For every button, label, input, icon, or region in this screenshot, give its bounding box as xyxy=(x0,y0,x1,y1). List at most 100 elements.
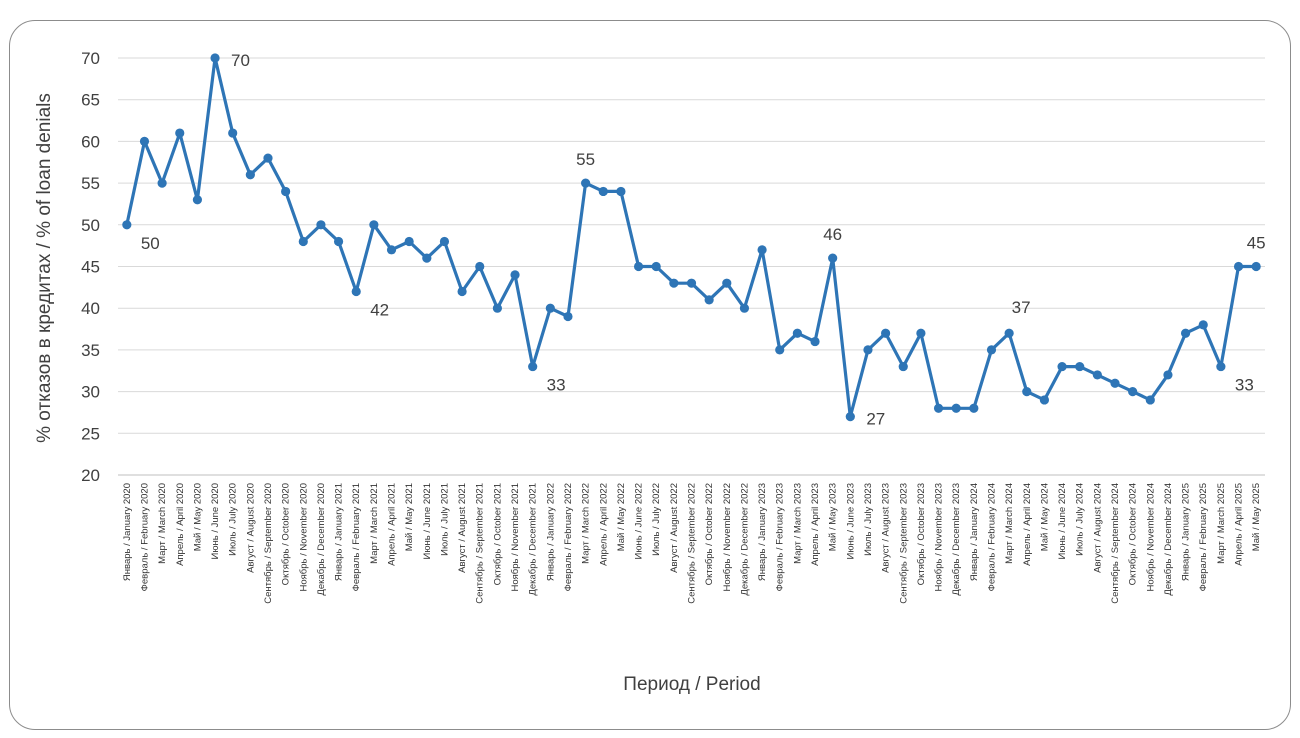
x-tick-label: Январь / January 2021 xyxy=(334,483,345,581)
data-label: 42 xyxy=(370,301,389,320)
series-points xyxy=(122,53,1261,422)
x-tick-label: Октябрь / October 2022 xyxy=(704,483,715,585)
y-tick-label: 45 xyxy=(81,258,100,277)
x-tick-label: Октябрь / October 2021 xyxy=(492,483,503,585)
data-point xyxy=(351,286,361,297)
y-axis-ticks: 20 25 30 35 40 45 50 55 60 65 70 xyxy=(81,49,100,485)
data-point xyxy=(175,128,185,138)
x-tick-label: Январь / January 2023 xyxy=(757,483,768,581)
x-tick-label: Ноябрь / November 2023 xyxy=(934,483,945,591)
x-tick-label: Январь / January 2024 xyxy=(969,483,980,581)
x-tick-label: Май / May 2025 xyxy=(1251,483,1262,551)
data-point xyxy=(139,136,150,146)
data-point xyxy=(933,403,944,413)
data-point xyxy=(545,303,555,313)
x-tick-label: Февраль / February 2023 xyxy=(775,483,786,591)
x-tick-label: Декабрь / December 2021 xyxy=(528,483,539,596)
data-label: 70 xyxy=(231,51,250,70)
x-tick-label: Май / May 2021 xyxy=(404,483,415,551)
data-point xyxy=(792,328,802,338)
data-point xyxy=(404,236,414,247)
data-point xyxy=(810,336,820,347)
x-tick-label: Июнь / June 2024 xyxy=(1057,483,1068,559)
x-tick-label: Декабрь / December 2022 xyxy=(739,483,750,596)
data-point xyxy=(1004,328,1014,338)
y-tick-label: 65 xyxy=(81,91,100,110)
data-point xyxy=(228,128,238,138)
x-tick-label: Декабрь / December 2024 xyxy=(1163,483,1174,596)
data-point xyxy=(1057,361,1067,372)
x-tick-label: Ноябрь / November 2021 xyxy=(510,483,521,591)
data-point xyxy=(457,286,467,297)
data-point xyxy=(686,278,697,288)
y-tick-label: 25 xyxy=(81,424,100,443)
x-tick-label: Ноябрь / November 2020 xyxy=(298,483,309,591)
data-label: 33 xyxy=(547,376,566,395)
x-tick-label: Июль / July 2021 xyxy=(439,483,450,556)
data-label: 37 xyxy=(1012,298,1031,317)
x-tick-label: Декабрь / December 2023 xyxy=(951,483,962,596)
x-tick-label: Сентябрь / September 2021 xyxy=(475,483,486,604)
data-point xyxy=(333,236,344,247)
data-point xyxy=(281,186,291,197)
data-point xyxy=(157,178,167,188)
x-tick-label: Апрель / April 2024 xyxy=(1022,483,1033,566)
x-tick-label: Ноябрь / November 2022 xyxy=(722,483,733,591)
data-label: 55 xyxy=(576,150,595,169)
data-point xyxy=(369,220,379,230)
data-point xyxy=(192,195,203,205)
x-tick-label: Июнь / June 2023 xyxy=(845,483,856,559)
x-tick-label: Апрель / April 2021 xyxy=(387,483,398,566)
x-tick-label: Октябрь / October 2020 xyxy=(281,483,292,585)
data-point xyxy=(951,403,961,413)
data-point xyxy=(1145,395,1155,405)
x-tick-label: Август / August 2022 xyxy=(669,483,680,573)
data-point xyxy=(1075,361,1085,372)
x-tick-label: Апрель / April 2023 xyxy=(810,483,821,566)
x-tick-label: Август / August 2024 xyxy=(1092,483,1103,573)
data-point xyxy=(422,253,432,263)
data-label: 46 xyxy=(823,225,842,244)
y-axis-title: % отказов в кредитах / % of loan denials xyxy=(34,93,55,443)
x-tick-label: Июль / July 2023 xyxy=(863,483,874,556)
x-tick-label: Октябрь / October 2024 xyxy=(1128,483,1139,585)
x-tick-label: Июнь / June 2021 xyxy=(422,483,433,559)
x-tick-label: Январь / January 2020 xyxy=(122,483,133,581)
y-tick-label: 20 xyxy=(81,466,100,485)
x-tick-label: Февраль / February 2020 xyxy=(139,483,150,591)
x-tick-label: Март / March 2025 xyxy=(1216,483,1227,564)
data-point xyxy=(969,403,979,413)
x-axis-title: Период / Period xyxy=(623,674,760,695)
data-point xyxy=(1233,261,1244,272)
gridlines xyxy=(118,57,1265,476)
x-tick-label: Февраль / February 2025 xyxy=(1198,483,1209,591)
data-label: 27 xyxy=(866,410,885,429)
x-tick-label: Июль / July 2022 xyxy=(651,483,662,556)
data-label: 45 xyxy=(1247,234,1266,253)
data-point xyxy=(651,261,661,272)
data-point xyxy=(598,186,608,197)
y-tick-label: 60 xyxy=(81,132,100,151)
data-point xyxy=(1163,370,1173,380)
x-tick-label: Сентябрь / September 2022 xyxy=(687,483,698,604)
data-point xyxy=(1198,320,1208,330)
data-point xyxy=(1216,361,1226,372)
data-point xyxy=(704,295,714,305)
data-point xyxy=(1039,395,1050,405)
data-point xyxy=(722,278,732,288)
data-point xyxy=(669,278,679,288)
y-tick-label: 55 xyxy=(81,174,100,193)
data-point xyxy=(1022,387,1032,397)
x-tick-label: Март / March 2024 xyxy=(1004,483,1015,564)
x-axis-ticks: Январь / January 2020 Февраль / February … xyxy=(122,483,1262,604)
x-tick-label: Август / August 2021 xyxy=(457,483,468,573)
data-point xyxy=(245,170,255,180)
data-point xyxy=(739,303,750,313)
x-tick-label: Февраль / February 2022 xyxy=(563,483,574,591)
x-tick-label: Май / May 2020 xyxy=(192,483,203,551)
x-tick-label: Август / August 2020 xyxy=(245,483,256,573)
data-point xyxy=(316,220,326,230)
x-tick-label: Март / March 2020 xyxy=(157,483,168,564)
x-tick-label: Июль / July 2020 xyxy=(228,483,239,556)
